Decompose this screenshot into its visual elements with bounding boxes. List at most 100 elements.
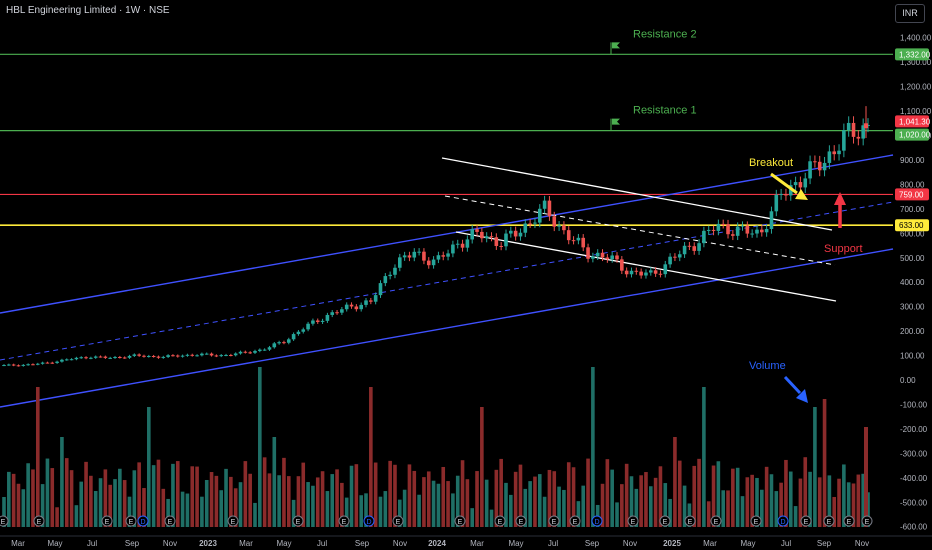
candle-body [354,306,359,310]
candle-body [388,274,392,277]
candle-body [745,225,750,234]
x-tick-label: May [740,539,755,548]
candle-body [764,228,769,233]
event-marker-icon [861,515,873,527]
event-marker-icon [710,515,722,527]
x-tick-label: Nov [163,539,177,548]
candle-body [335,312,339,314]
volume-bar [750,474,754,527]
candle-body [224,354,228,356]
candle-body [79,357,84,359]
candle-body [702,230,706,244]
volume-bar [60,437,64,527]
candle-body [60,359,64,362]
candle-body [2,365,6,367]
y-tick-label: 100.00 [900,352,925,361]
volume-bar [354,464,359,527]
candle-body [576,237,581,241]
candle-body [475,229,479,232]
volume-bar [315,477,320,527]
candle-body [282,342,286,344]
candle-body [851,122,856,137]
candle-body [219,355,224,357]
x-tick-label: Mar [11,539,25,548]
volume-bar [504,482,508,527]
candle-body [436,255,441,260]
volume-bar [40,484,45,527]
flag-icon [612,42,620,49]
candle-body [591,256,595,259]
volume-bar [31,469,35,527]
candle-body [137,354,141,356]
candle-body [711,229,716,231]
volume-bar [629,476,634,527]
x-tick-label: Mar [703,539,717,548]
y-tick-label: -500.00 [900,498,928,507]
event-marker-label: E [663,519,668,526]
candle-body [243,351,248,353]
currency-button[interactable]: INR [895,4,925,23]
candle-body [793,182,798,186]
candle-body [364,300,368,305]
candle-body [118,357,122,359]
event-marker-icon [227,515,239,527]
volume-bar [769,474,774,527]
volume-bar [84,461,88,527]
candle-body [784,194,788,196]
candle-body [127,355,132,358]
volume-bar [127,496,132,527]
volume-bar [711,465,716,527]
candle-body [571,240,576,242]
candle-body [26,364,30,366]
candle-body [142,355,146,357]
x-tick-label: May [47,539,62,548]
volume-bar [166,498,170,527]
volume-bar [26,463,30,527]
candle-body [108,357,112,359]
event-marker-icon [292,515,304,527]
candle-body [301,329,306,332]
volume-bar [822,399,827,527]
candle-body [209,353,214,356]
volume-bar [697,458,701,527]
candle-body [677,254,682,258]
candle-body [359,304,363,310]
candle-body [822,162,827,171]
candle-body [296,331,301,335]
candle-body [397,257,402,268]
x-tick-label: Jul [781,539,791,548]
candle-body [69,359,74,361]
candle-body [644,272,648,276]
volume-bar [185,493,190,527]
candle-body [808,161,812,179]
event-marker-label: E [688,519,693,526]
event-marker-icon [0,515,9,527]
candle-body [50,362,55,364]
volume-bar [214,475,219,527]
candle-body [147,355,151,357]
volume-bar [760,489,764,527]
y-tick-label: 300.00 [900,303,925,312]
price-label: 1,041.30 [899,117,931,126]
candle-body [470,229,475,240]
candle-body [760,229,764,233]
volume-bar [677,460,682,527]
volume-bar [171,463,175,527]
candle-body [480,231,484,239]
volume-bar [682,485,687,527]
volume-bar [716,461,721,527]
candle-body [624,270,629,275]
candle-body [315,320,320,322]
x-tick-label: Sep [817,539,832,548]
volume-bar [702,387,706,527]
breakout-arrow-icon [795,189,808,200]
annotation-support: Support [824,243,863,255]
volume-bar [624,463,629,527]
event-marker-label: E [804,519,809,526]
channel-upper-line [0,154,894,314]
volume-bar [731,468,735,527]
candle-body [31,364,35,366]
event-marker-label: E [519,519,524,526]
candle-body [373,295,378,302]
